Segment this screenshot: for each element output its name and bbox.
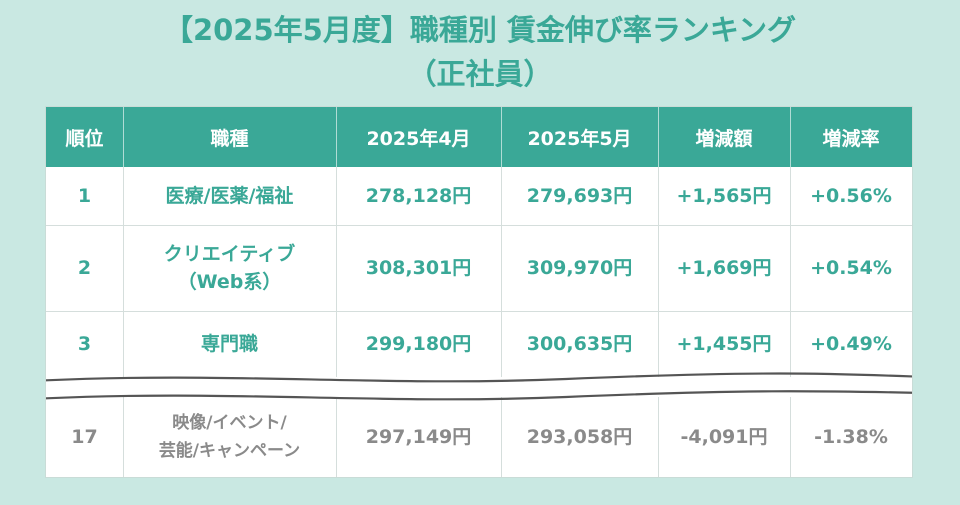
ranking-table: 順位 職種 2025年4月 2025年5月 増減額 増減率 1 医療/医薬/福祉…: [45, 106, 913, 478]
rate-cell: +0.54%: [810, 257, 892, 279]
job-label: 医療/医薬/福祉: [165, 185, 294, 207]
april-cell: 308,301円: [365, 257, 472, 279]
rank-cell: 2: [77, 257, 92, 279]
job-cell: 映像/イベント/ 芸能/キャンペーン: [123, 397, 336, 477]
may-cell: 309,970円: [526, 257, 633, 279]
job-cell: 専門職: [123, 311, 336, 377]
table-header: 順位 職種 2025年4月 2025年5月 増減額 増減率: [46, 107, 912, 167]
may-cell: 279,693円: [526, 185, 633, 207]
rate-cell: +0.56%: [810, 185, 892, 207]
diff-cell: +1,565円: [676, 185, 772, 207]
diff-cell: +1,455円: [676, 333, 772, 355]
job-label: 芸能/キャンペーン: [158, 441, 301, 461]
april-cell: 299,180円: [365, 333, 472, 355]
header-may: 2025年5月: [527, 127, 632, 150]
chart-title: 【2025年5月度】職種別 賃金伸び率ランキング: [163, 13, 797, 47]
job-cell: クリエイティブ （Web系）: [123, 225, 336, 311]
diff-cell: -4,091円: [680, 426, 768, 448]
job-label: 映像/イベント/: [172, 413, 287, 433]
diff-cell: +1,669円: [676, 257, 772, 279]
header-rate: 増減率: [822, 127, 880, 150]
rate-cell: +0.49%: [810, 333, 892, 355]
may-cell: 293,058円: [526, 426, 633, 448]
job-label: クリエイティブ: [163, 243, 296, 265]
header-diff: 増減額: [695, 127, 753, 150]
rank-cell: 3: [77, 333, 92, 355]
april-cell: 278,128円: [365, 185, 472, 207]
header-job: 職種: [210, 127, 249, 150]
april-cell: 297,149円: [365, 426, 472, 448]
rank-cell: 1: [77, 185, 92, 207]
header-april: 2025年4月: [366, 127, 471, 150]
rank-cell: 17: [71, 426, 98, 448]
wavy-break-lines: [46, 372, 912, 401]
may-cell: 300,635円: [526, 333, 633, 355]
job-cell: 医療/医薬/福祉: [123, 167, 336, 225]
chart-subtitle: （正社員）: [407, 57, 553, 91]
job-label: 専門職: [200, 333, 258, 355]
header-rank: 順位: [65, 127, 104, 150]
job-label: （Web系）: [177, 271, 282, 293]
rate-cell: -1.38%: [814, 426, 888, 448]
